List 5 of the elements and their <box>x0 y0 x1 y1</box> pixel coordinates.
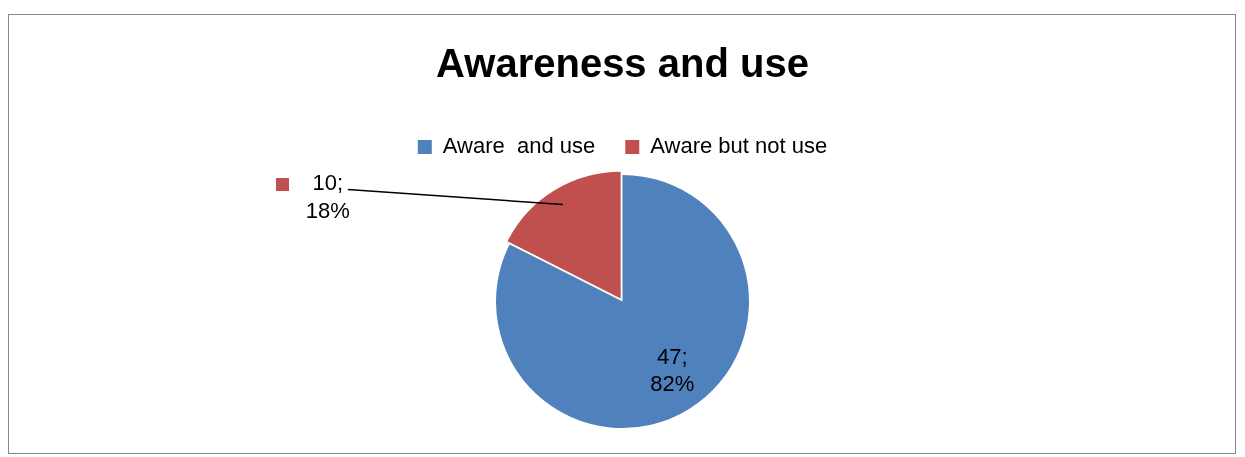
chart-title: Awareness and use <box>436 41 809 86</box>
legend-label: Aware but not use <box>650 133 828 159</box>
data-label: 10; 18% <box>305 169 350 223</box>
legend-label: Aware and use <box>442 133 596 159</box>
data-label: 47; 82% <box>650 343 695 396</box>
